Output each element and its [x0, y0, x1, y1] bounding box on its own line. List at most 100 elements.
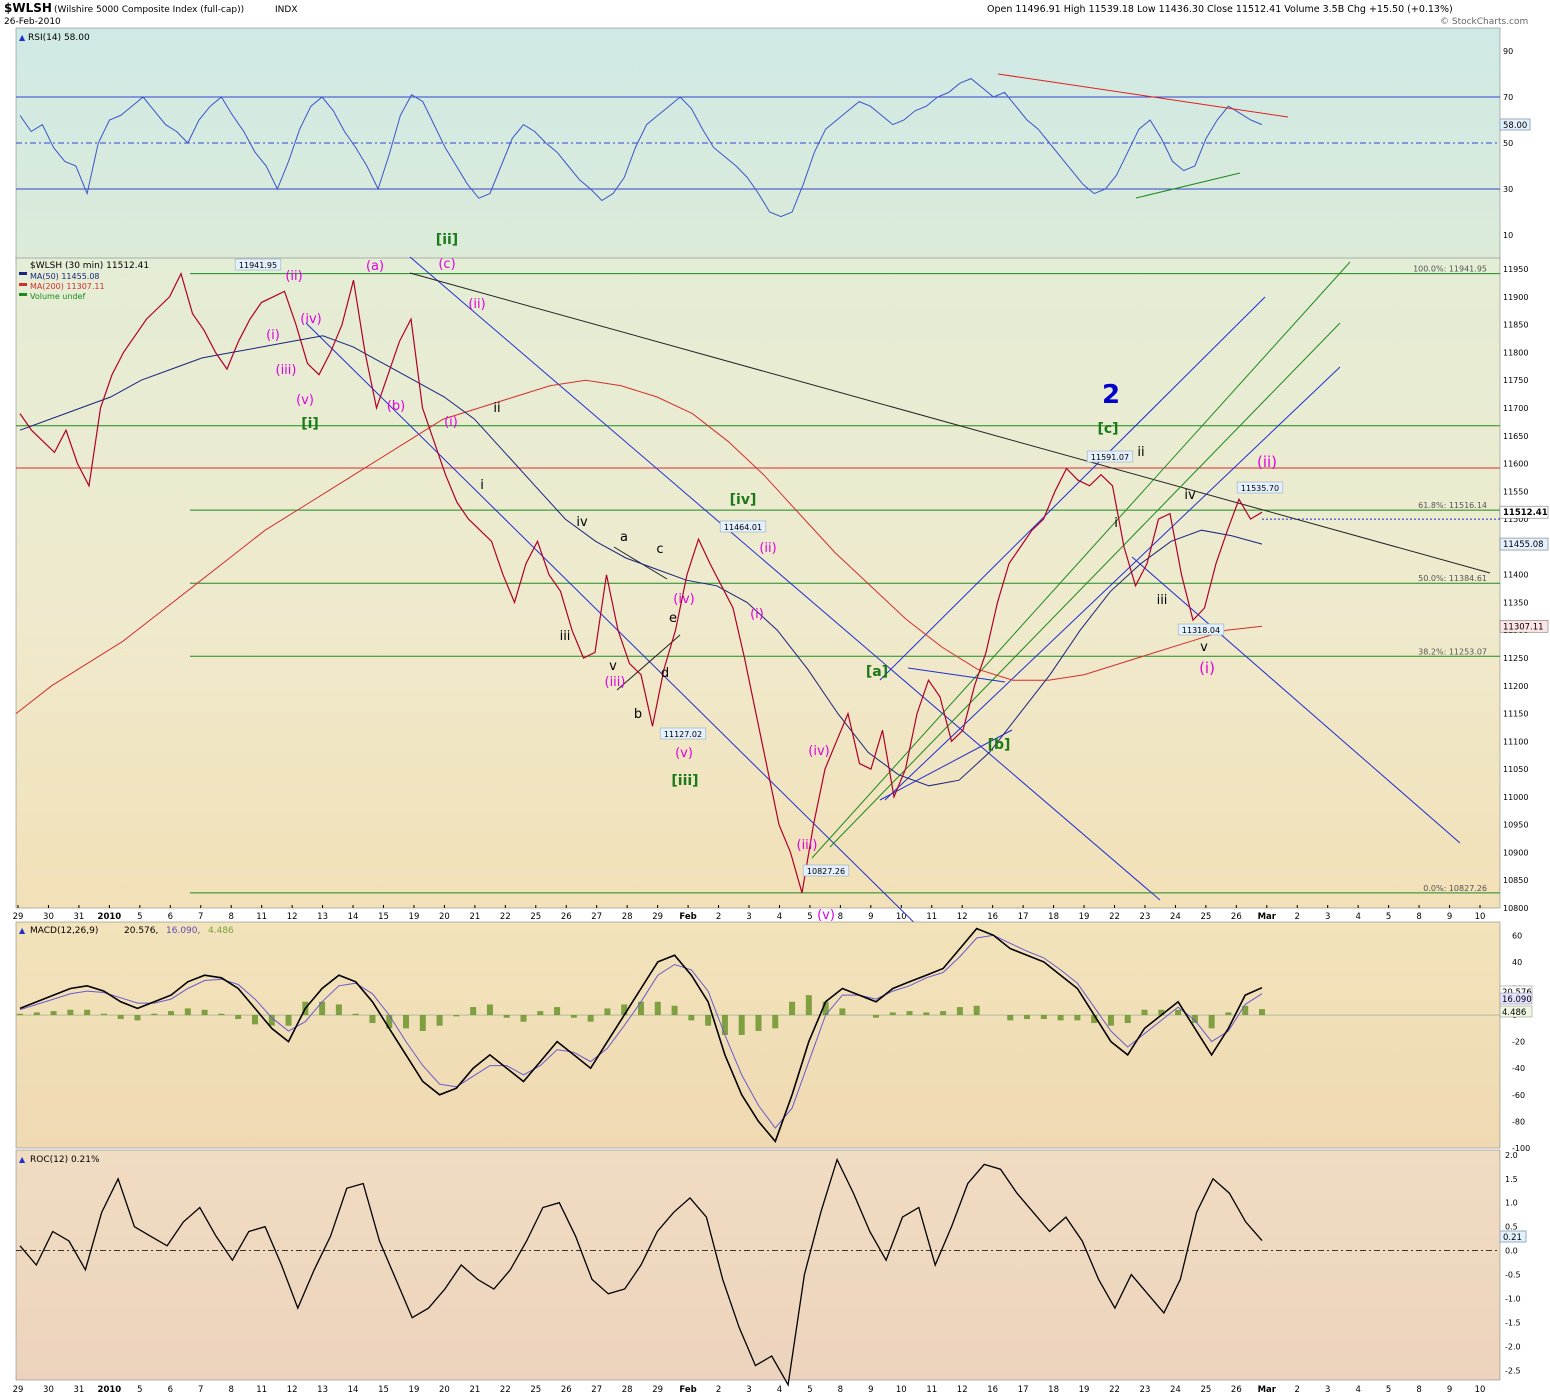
- rsi-y-tick-label: 90: [1503, 47, 1513, 56]
- roc-y-tick-label: -1.0: [1505, 1295, 1521, 1304]
- rsi-y-tick-label: 30: [1503, 185, 1513, 194]
- roc-x-tick-label: 5: [1386, 1385, 1391, 1395]
- price-panel: 1080010850109001095011000110501110011150…: [13, 232, 1549, 1023]
- uptrend-median-green-2: [829, 322, 1341, 848]
- roc-x-tick-label: 21: [469, 1385, 480, 1395]
- price-right-badge: [1499, 537, 1549, 551]
- ma50-swatch: [19, 272, 27, 275]
- price-y-tick-label: 11350: [1503, 598, 1528, 607]
- triangle-lower: [616, 634, 681, 691]
- wave-label: (iii): [276, 363, 297, 378]
- wave-label: (ii): [759, 541, 776, 556]
- roc-last-value-box: [1499, 1230, 1527, 1243]
- fib-level-label: 61.8%: 11516.14: [1418, 501, 1487, 510]
- wave-label: [iii]: [671, 773, 698, 789]
- wave-label: 2: [1102, 380, 1120, 410]
- wave-label: (i): [444, 415, 458, 430]
- symbol-title: $WLSH: [4, 1, 52, 15]
- macd-axis: -100-80-60-40-200204060: [1512, 931, 1530, 1153]
- ma200-line: [15, 379, 1263, 714]
- roc-x-tick-label: 9: [868, 1385, 873, 1395]
- price-point-label: 11535.70: [1241, 484, 1279, 493]
- wave-label: v: [609, 659, 617, 674]
- price-x-tick-label: 5: [1386, 912, 1391, 922]
- rsi-gridlines: [16, 96, 1500, 190]
- price-right-badge: [1499, 505, 1549, 519]
- roc-x-tick-label: 3: [746, 1385, 751, 1395]
- fib-level-label: 50.0%: 11384.61: [1418, 574, 1487, 583]
- macd-y-tick-label: -40: [1512, 1064, 1525, 1073]
- macd-y-tick-label: -100: [1512, 1144, 1530, 1153]
- macd-panel: -100-80-60-40-200204060 MACD(12,26,9) 20…: [15, 921, 1533, 1153]
- price-x-tick-label: Feb: [679, 912, 696, 922]
- roc-x-tick-label: 9: [1447, 1385, 1452, 1395]
- price-y-tick-label: 11650: [1503, 432, 1528, 441]
- roc-last-badge: 0.21: [1499, 1230, 1527, 1243]
- roc-x-tick-label: 11: [256, 1385, 267, 1395]
- price-y-tick-label: 11250: [1503, 654, 1528, 663]
- index-name: (Wilshire 5000 Composite Index (full-cap…: [54, 5, 244, 15]
- price-x-tick-label: 8: [1416, 912, 1421, 922]
- rsi-last-value: 58.00: [1503, 121, 1527, 131]
- wave-label: (iv): [808, 744, 829, 759]
- roc-x-tick-label: 16: [987, 1385, 998, 1395]
- price-y-tick-label: 10950: [1503, 821, 1528, 830]
- price-x-tick-label: 5: [137, 912, 142, 922]
- price-x-tick-label: 15: [378, 912, 389, 922]
- price-axis: 10800 10850 10900 10950 11000 11050 11100 11150…: [1503, 265, 1528, 913]
- price-x-tick-label: 10: [896, 912, 907, 922]
- price-point-label: 11464.01: [724, 523, 762, 532]
- wave-label: iv: [1184, 488, 1196, 503]
- price-x-tick-label: 19: [1079, 912, 1090, 922]
- wave-label: iii: [1157, 593, 1168, 608]
- macd-y-tick-label: 40: [1512, 958, 1522, 967]
- price-x-tick-label: 11: [256, 912, 267, 922]
- wave-label: (iv): [300, 312, 321, 327]
- price-point-box: [719, 520, 767, 533]
- price-point-box: [802, 864, 850, 877]
- roc-x-tick-label: 20: [439, 1385, 450, 1395]
- roc-x-tick-label: 5: [807, 1385, 812, 1395]
- downtrend-channel-lower: [305, 322, 1016, 1023]
- roc-panel: -2.5 -2.0 -1.5 -1.0 -0.5 0.0 0.5 1.0 1.5 2.0 ▲ RO…: [13, 1149, 1527, 1395]
- wave-label: v: [1200, 640, 1208, 655]
- elliott-wave-labels: [ii] (c) (a) (ii) (iv) (i) (iii) (v) [i] (b) (ii) (…: [266, 232, 1277, 982]
- roc-x-tick-label: Feb: [679, 1385, 696, 1395]
- roc-y-tick-label: 0.5: [1505, 1223, 1518, 1232]
- wave-label: iii: [560, 629, 571, 644]
- price-y-tick-label: 11750: [1503, 376, 1528, 385]
- roc-panel-background: [15, 1149, 1501, 1381]
- wave-label: (ii): [285, 269, 302, 284]
- new-downtrend-channel: [1131, 556, 1461, 844]
- price-x-tick-label: 24: [1170, 912, 1181, 922]
- rsi-y-tick-label: 10: [1503, 231, 1513, 240]
- price-point-box: [234, 258, 282, 271]
- fib-level-label: 0.0%: 10827.26: [1423, 884, 1487, 893]
- wave-label: c: [656, 542, 663, 557]
- price-x-tick-label: 31: [74, 912, 85, 922]
- wave-label: (b): [387, 399, 405, 414]
- roc-x-tick-label: 30: [43, 1385, 54, 1395]
- support-resistance-lines: [16, 425, 1500, 520]
- wave-label: [i]: [301, 416, 319, 432]
- price-x-tick-label: 13: [317, 912, 328, 922]
- price-y-tick-label: 11100: [1503, 737, 1528, 746]
- price-point-label: 11591.07: [1091, 453, 1129, 462]
- price-x-tick-label: 3: [746, 912, 751, 922]
- wave-label: b: [634, 707, 642, 722]
- roc-y-tick-label: -0.5: [1505, 1271, 1521, 1280]
- roc-x-tick-label: 29: [13, 1385, 24, 1395]
- roc-x-tick-label: 29: [652, 1385, 663, 1395]
- price-x-tick-label: 26: [561, 912, 572, 922]
- price-date-axis: 29 30 31 2010 5 6 7 8 11 12 13 14 15 19 20 21 22 25 26 27 28…: [13, 905, 1485, 922]
- ma50-line: [19, 335, 1263, 787]
- price-point-box: [1236, 481, 1284, 494]
- price-x-tick-label: 30: [43, 912, 54, 922]
- price-legend: $WLSH (30 min) 11512.41 MA(50) 11455.08 …: [19, 261, 149, 301]
- rsi-y-tick-label: 70: [1503, 93, 1513, 102]
- roc-x-tick-label: 2010: [98, 1385, 122, 1395]
- price-x-tick-label: 22: [1109, 912, 1120, 922]
- price-x-tick-label: 12: [287, 912, 298, 922]
- macd-trend-icon: ▲: [19, 926, 26, 935]
